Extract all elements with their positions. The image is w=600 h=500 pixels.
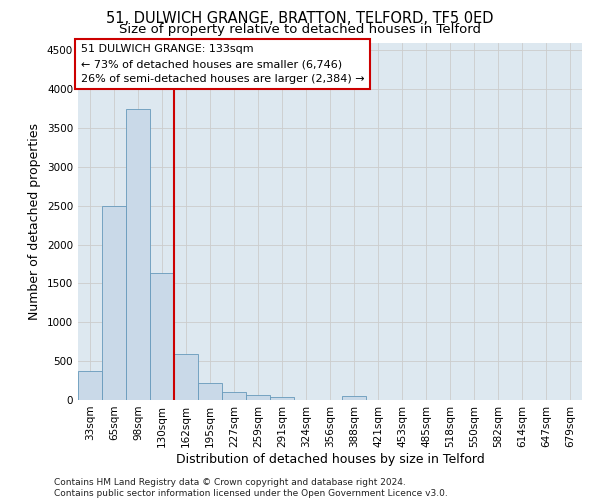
- Text: Contains HM Land Registry data © Crown copyright and database right 2024.
Contai: Contains HM Land Registry data © Crown c…: [54, 478, 448, 498]
- Bar: [174, 354, 198, 400]
- Text: 51 DULWICH GRANGE: 133sqm
← 73% of detached houses are smaller (6,746)
26% of se: 51 DULWICH GRANGE: 133sqm ← 73% of detac…: [80, 44, 364, 84]
- Bar: [270, 397, 294, 400]
- Bar: [150, 272, 174, 400]
- X-axis label: Distribution of detached houses by size in Telford: Distribution of detached houses by size …: [176, 452, 484, 466]
- Bar: [102, 206, 126, 400]
- Bar: [246, 396, 270, 400]
- Text: 51, DULWICH GRANGE, BRATTON, TELFORD, TF5 0ED: 51, DULWICH GRANGE, BRATTON, TELFORD, TF…: [106, 11, 494, 26]
- Y-axis label: Number of detached properties: Number of detached properties: [28, 122, 41, 320]
- Bar: [342, 396, 366, 400]
- Bar: [126, 108, 150, 400]
- Bar: [78, 371, 102, 400]
- Bar: [222, 392, 246, 400]
- Bar: [198, 382, 222, 400]
- Text: Size of property relative to detached houses in Telford: Size of property relative to detached ho…: [119, 22, 481, 36]
